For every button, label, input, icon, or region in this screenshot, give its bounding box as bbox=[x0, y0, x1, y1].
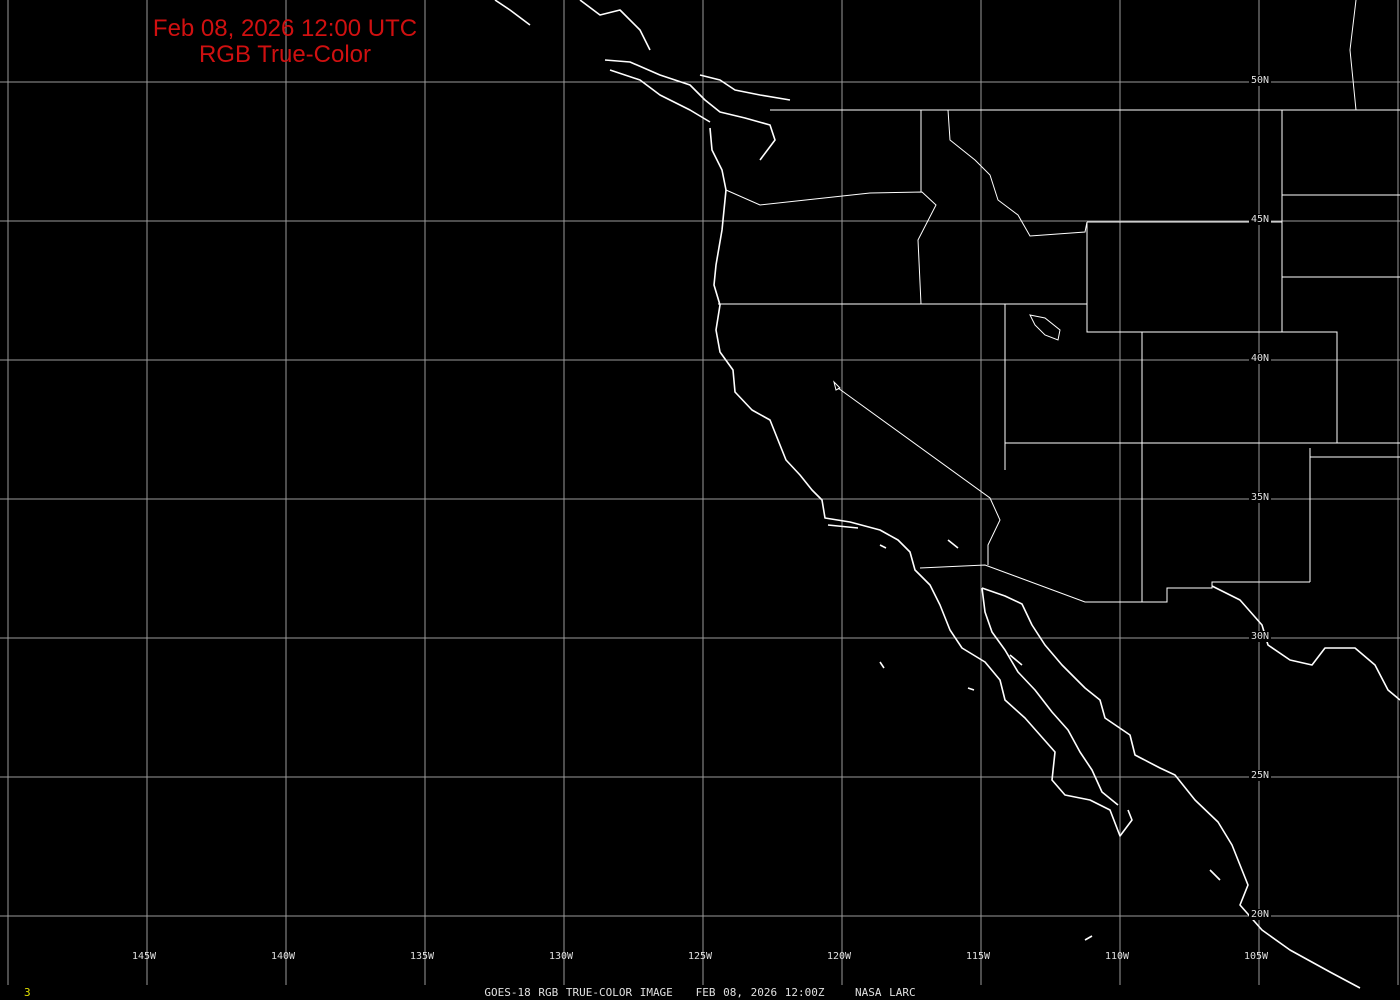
latitude-label: 50N bbox=[1249, 75, 1272, 86]
longitude-label: 140W bbox=[271, 951, 296, 962]
id-mt-border bbox=[947, 109, 1088, 237]
co-borders bbox=[1141, 331, 1338, 602]
longitude-label: 125W bbox=[688, 951, 713, 962]
latitude-label: 25N bbox=[1249, 770, 1272, 781]
latitude-label: 40N bbox=[1249, 353, 1272, 364]
mexico-mainland-coast bbox=[981, 585, 1400, 989]
longitude-label: 115W bbox=[966, 951, 991, 962]
longitude-label: 135W bbox=[410, 951, 435, 962]
latitude-label: 45N bbox=[1249, 214, 1272, 225]
coastlines bbox=[494, 0, 1400, 989]
frame-number: 3 bbox=[24, 986, 31, 999]
ca-nv-border bbox=[837, 387, 1001, 565]
image-caption: GOES-18 RGB TRUE-COLOR IMAGE FEB 08, 202… bbox=[484, 986, 916, 999]
longitude-label: 105W bbox=[1244, 951, 1269, 962]
latitude-label: 20N bbox=[1249, 909, 1272, 920]
map-title-datetime: Feb 08, 2026 12:00 UTC bbox=[152, 15, 418, 42]
lake-tahoe bbox=[833, 380, 841, 391]
latitude-label: 35N bbox=[1249, 492, 1272, 503]
baja-gulf-coast bbox=[981, 587, 1119, 806]
map-title-product: RGB True-Color bbox=[198, 41, 372, 68]
longitude-label: 120W bbox=[827, 951, 852, 962]
latitude-label: 30N bbox=[1249, 631, 1272, 642]
dakotas-borders bbox=[1282, 0, 1400, 278]
great-salt-lake bbox=[1029, 314, 1061, 341]
nm-ok-border bbox=[1309, 448, 1400, 582]
us-mexico-border bbox=[919, 564, 1310, 603]
political-borders bbox=[718, 0, 1400, 603]
vancouver-island-coast bbox=[494, 0, 791, 161]
longitude-label: 145W bbox=[132, 951, 157, 962]
longitude-label: 130W bbox=[549, 951, 574, 962]
longitude-label: 110W bbox=[1105, 951, 1130, 962]
us-west-coast bbox=[709, 127, 1133, 837]
channel-islands bbox=[827, 524, 1221, 941]
wa-or-border bbox=[725, 189, 937, 305]
